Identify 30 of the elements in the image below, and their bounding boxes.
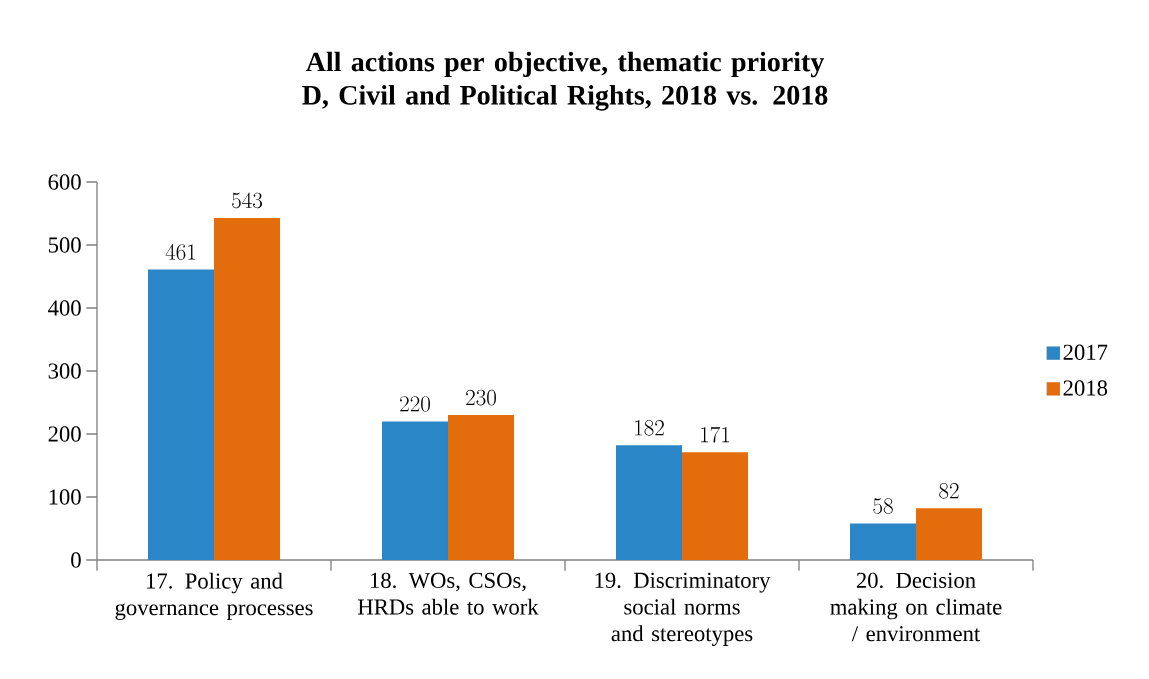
- bar: [682, 452, 749, 560]
- bar: [382, 421, 449, 560]
- data-label: 82: [939, 483, 959, 499]
- bar: [616, 445, 683, 560]
- y-tick-label: 200: [48, 426, 81, 442]
- y-tick-label: 600: [48, 174, 81, 190]
- bar: [214, 217, 281, 560]
- legend-label: 2018: [1063, 380, 1108, 396]
- legend-label: 2017: [1063, 344, 1108, 360]
- bar: [148, 269, 215, 560]
- y-tick-label: 400: [48, 300, 81, 316]
- x-tick-label: 18. WOs, CSOs, HRDs able to work: [358, 572, 539, 615]
- chart-title: All actions per objective, thematic priority D, Civil and Political Rights, 2018 vs. 2018: [302, 51, 828, 111]
- data-label: 58: [873, 498, 893, 514]
- y-tick-label: 0: [71, 552, 81, 568]
- data-label: 230: [466, 389, 496, 406]
- data-label: 182: [635, 420, 664, 436]
- data-label: 543: [232, 192, 263, 209]
- y-tick-label: 500: [48, 237, 81, 253]
- data-label: 220: [400, 396, 430, 412]
- bar: [850, 523, 917, 560]
- bar: [916, 508, 983, 560]
- data-label: 461: [165, 244, 196, 260]
- x-tick-label: 19. Discriminatory social norms and stereotypes: [595, 572, 771, 646]
- bar: [448, 415, 515, 560]
- y-tick-label: 100: [49, 489, 81, 505]
- data-label: 171: [701, 426, 730, 443]
- x-tick-label: 20. Decision making on climate / environment: [830, 572, 1002, 642]
- x-tick-label: 17. Policy and governance processes: [115, 572, 313, 620]
- y-tick-label: 300: [48, 363, 81, 379]
